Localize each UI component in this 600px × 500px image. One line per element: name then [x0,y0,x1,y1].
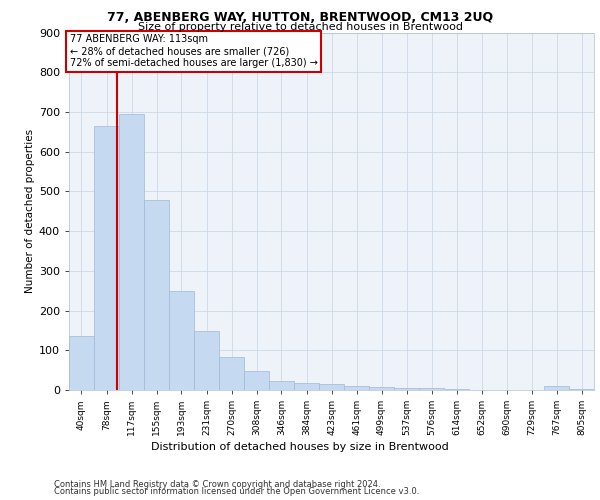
Bar [544,386,569,390]
Bar [69,336,94,390]
Bar [169,292,194,390]
Bar [144,200,169,390]
Bar [569,389,594,390]
Text: Contains HM Land Registry data © Crown copyright and database right 2024.: Contains HM Land Registry data © Crown c… [54,480,380,489]
Bar [269,382,294,390]
Text: Contains public sector information licensed under the Open Government Licence v3: Contains public sector information licen… [54,487,419,496]
Bar [119,114,144,390]
Text: Distribution of detached houses by size in Brentwood: Distribution of detached houses by size … [151,442,449,452]
Bar [444,389,469,390]
Bar [344,386,369,390]
Bar [244,372,269,390]
Bar [419,388,444,390]
Bar [394,388,419,390]
Bar [220,357,244,390]
Bar [94,126,119,390]
Bar [369,387,394,390]
Text: Size of property relative to detached houses in Brentwood: Size of property relative to detached ho… [137,22,463,32]
Text: 77, ABENBERG WAY, HUTTON, BRENTWOOD, CM13 2UQ: 77, ABENBERG WAY, HUTTON, BRENTWOOD, CM1… [107,11,493,24]
Bar [194,331,220,390]
Bar [294,383,319,390]
Text: 77 ABENBERG WAY: 113sqm
← 28% of detached houses are smaller (726)
72% of semi-d: 77 ABENBERG WAY: 113sqm ← 28% of detache… [70,34,317,68]
Y-axis label: Number of detached properties: Number of detached properties [25,129,35,294]
Bar [319,384,344,390]
